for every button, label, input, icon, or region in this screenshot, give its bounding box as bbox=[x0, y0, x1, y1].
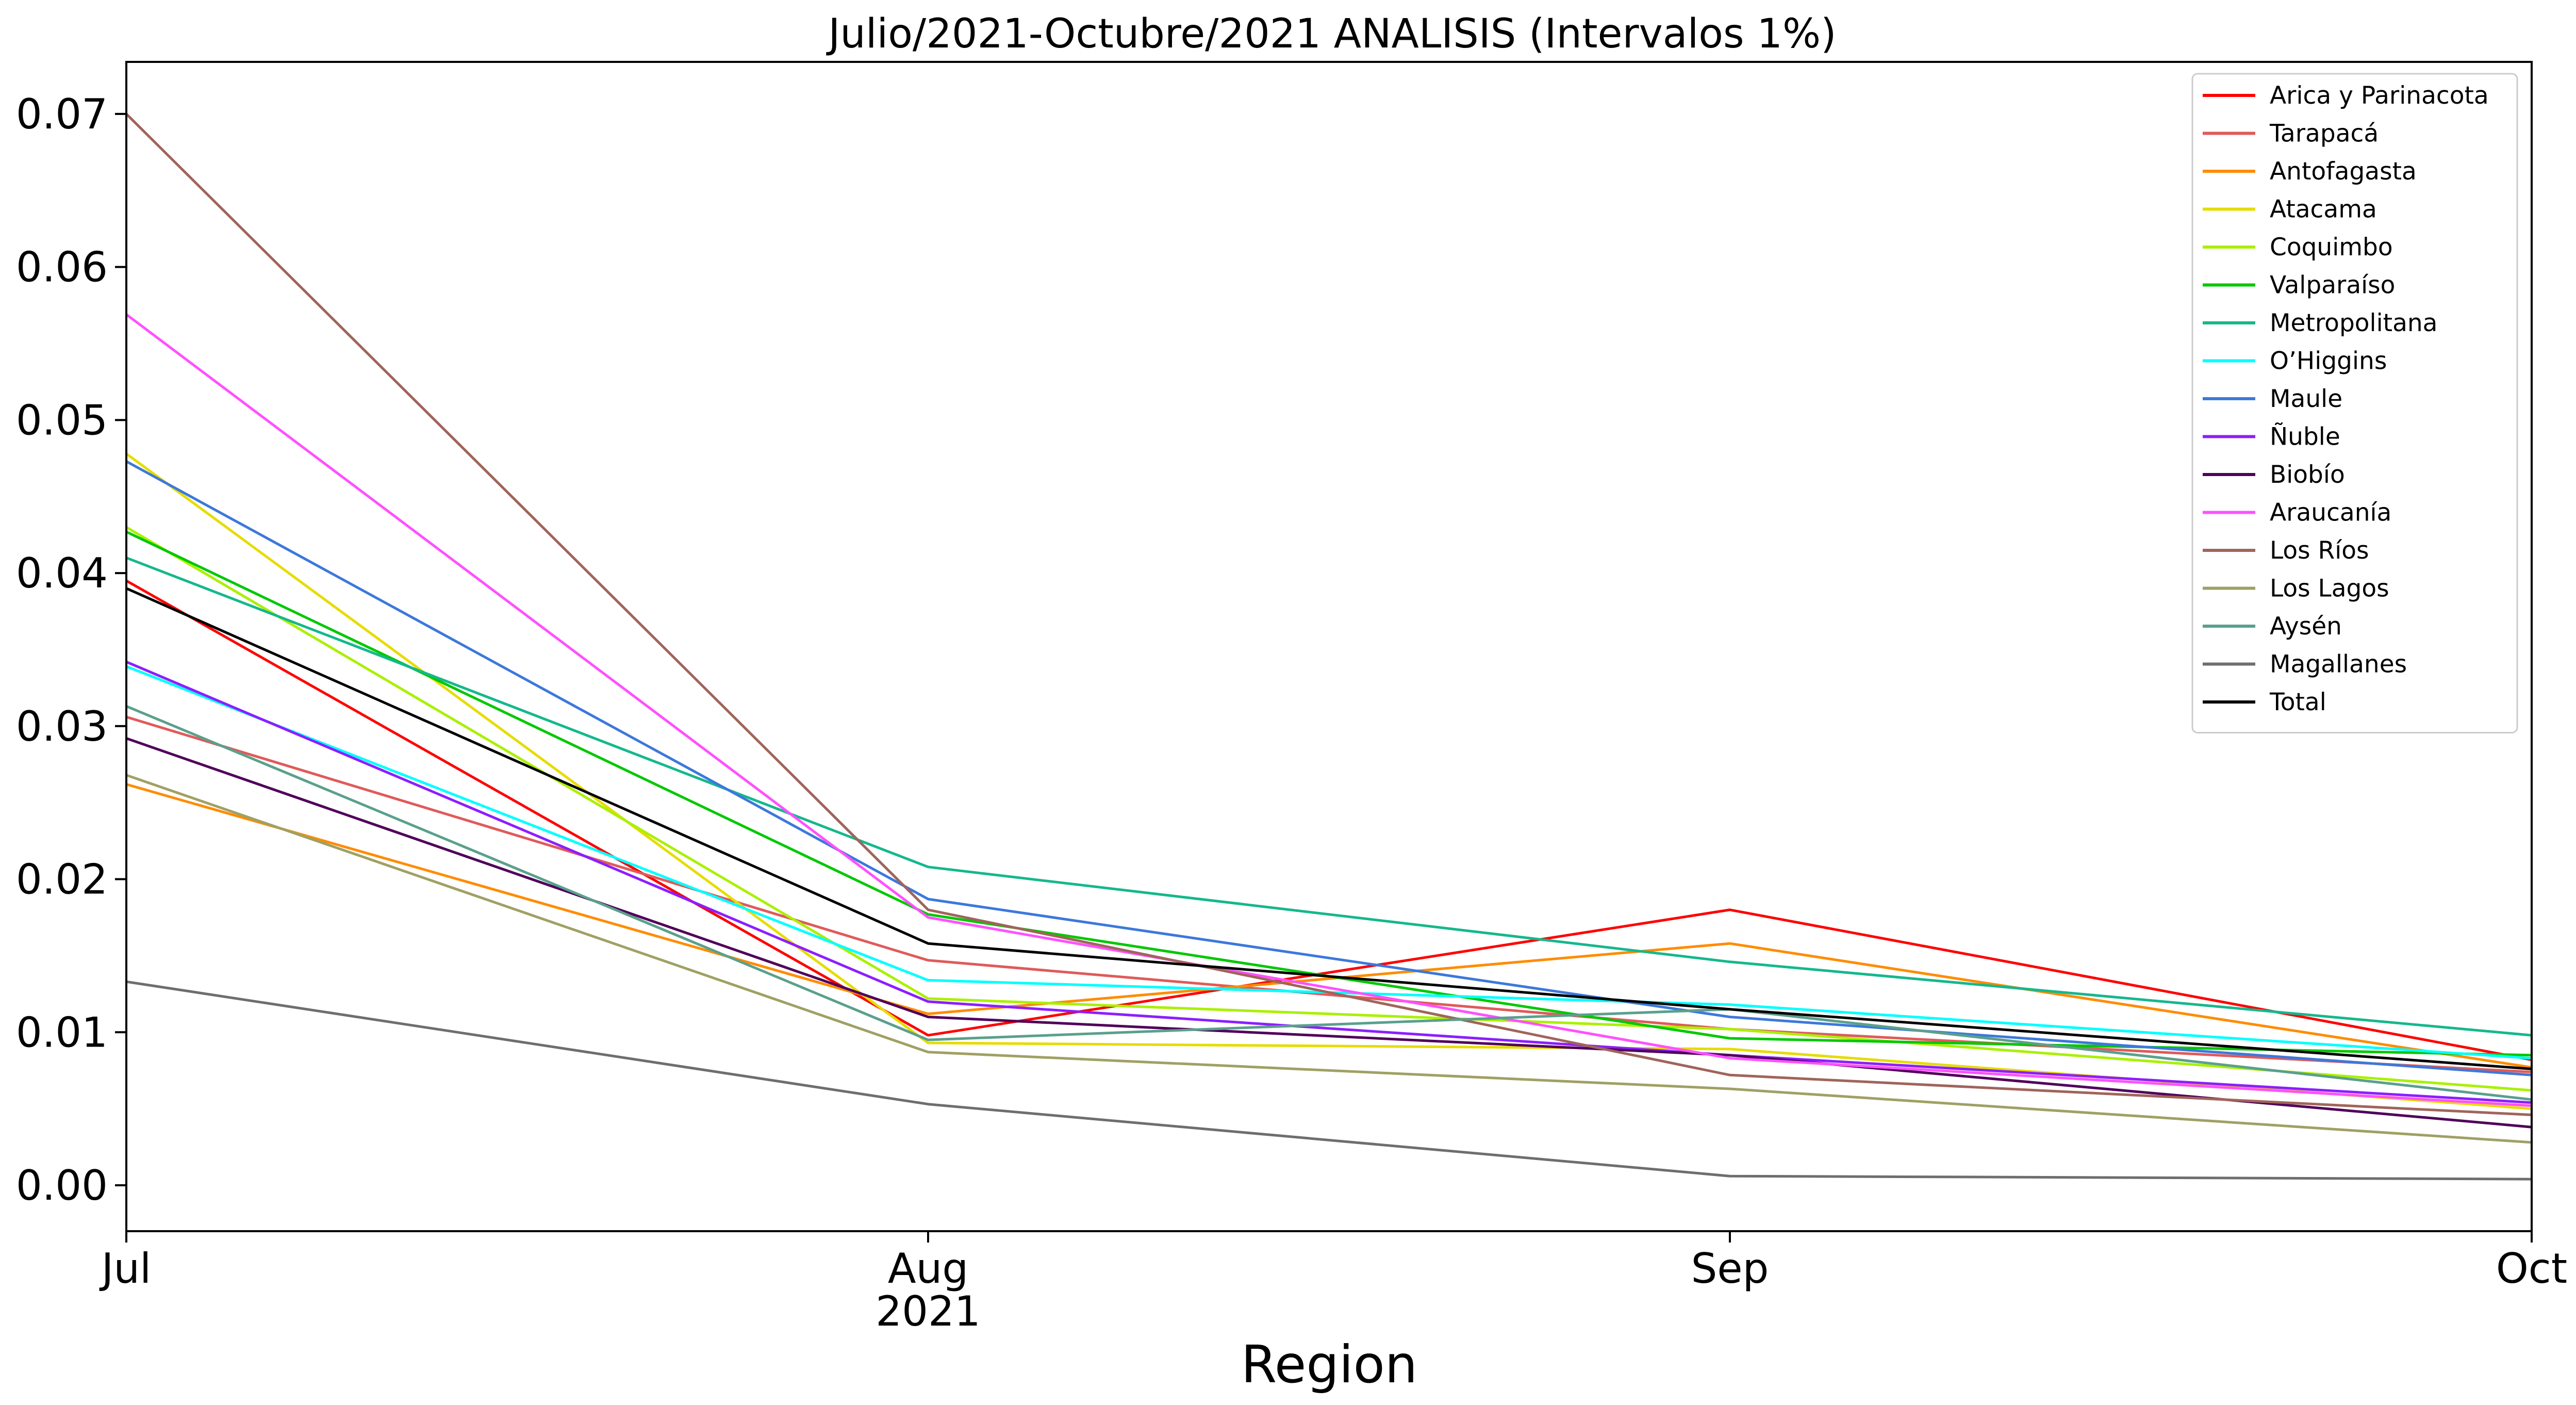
y-tick-label: 0.00 bbox=[16, 1162, 108, 1210]
legend-entry: Ñuble bbox=[2270, 423, 2340, 451]
series-line-13 bbox=[126, 774, 2532, 1144]
legend-entry: Tarapacá bbox=[2269, 120, 2379, 148]
series-line-14 bbox=[126, 705, 2532, 1101]
legend-entry: Valparaíso bbox=[2270, 271, 2395, 300]
x-axis: Jul Aug Sep Oct bbox=[99, 1231, 2567, 1293]
y-tick-label: 0.04 bbox=[16, 549, 108, 597]
series-line-12 bbox=[125, 113, 2532, 1116]
series-line-10 bbox=[126, 737, 2532, 1129]
y-tick-label: 0.05 bbox=[16, 396, 108, 444]
series-line-2 bbox=[126, 783, 2532, 1069]
x-axis-label: Region bbox=[1241, 1334, 1417, 1395]
legend-box bbox=[2191, 73, 2518, 733]
legend-entry: Metropolitana bbox=[2270, 309, 2437, 337]
y-tick-label: 0.03 bbox=[16, 702, 108, 750]
plot-frame bbox=[125, 61, 2533, 1232]
legend-entry: Antofagasta bbox=[2270, 157, 2417, 186]
chart-title: Julio/2021-Octubre/2021 ANALISIS (Interv… bbox=[825, 11, 1836, 57]
series-line-0 bbox=[125, 579, 2532, 1061]
legend-entry: Atacama bbox=[2270, 195, 2377, 224]
x-tick-label: Jul bbox=[99, 1245, 152, 1293]
y-tick-label: 0.07 bbox=[16, 90, 108, 138]
series-line-6 bbox=[126, 557, 2532, 1037]
legend-entry: Aysén bbox=[2270, 612, 2342, 641]
series-line-15 bbox=[126, 980, 2532, 1181]
y-tick-label: 0.06 bbox=[16, 243, 108, 291]
y-tick-label: 0.02 bbox=[16, 856, 108, 904]
legend-entry: Magallanes bbox=[2270, 650, 2407, 679]
legend-entry: Biobío bbox=[2270, 461, 2345, 489]
legend-entry: O’Higgins bbox=[2270, 347, 2387, 375]
legend-entry: Arica y Parinacota bbox=[2270, 81, 2489, 110]
legend-entry: Maule bbox=[2270, 385, 2342, 413]
y-tick-label: 0.01 bbox=[16, 1008, 108, 1056]
x-tick-label: Oct bbox=[2496, 1245, 2567, 1293]
x-tick-year-label: 2021 bbox=[876, 1287, 981, 1335]
y-axis: 0.00 0.01 0.02 0.03 0.04 0.05 0.06 0.07 bbox=[16, 90, 126, 1210]
legend-entry: Los Lagos bbox=[2270, 575, 2389, 603]
legend-entry: Araucanía bbox=[2270, 499, 2391, 527]
series-line-9 bbox=[126, 660, 2532, 1104]
x-tick-label: Sep bbox=[1691, 1245, 1769, 1293]
series-line-8 bbox=[125, 460, 2532, 1076]
series-layer bbox=[125, 113, 2532, 1181]
legend-entry: Los Ríos bbox=[2270, 536, 2369, 565]
x-tick-label: Aug bbox=[888, 1245, 968, 1293]
series-line-11 bbox=[125, 313, 2532, 1107]
series-line-1 bbox=[126, 715, 2532, 1073]
legend-entry: Total bbox=[2269, 688, 2326, 716]
legend-entry: Coquimbo bbox=[2270, 233, 2393, 262]
legend: Arica y Parinacota Tarapacá Antofagasta Ata… bbox=[2191, 73, 2518, 733]
series-line-16 bbox=[125, 587, 2532, 1070]
series-line-4 bbox=[125, 526, 2532, 1092]
